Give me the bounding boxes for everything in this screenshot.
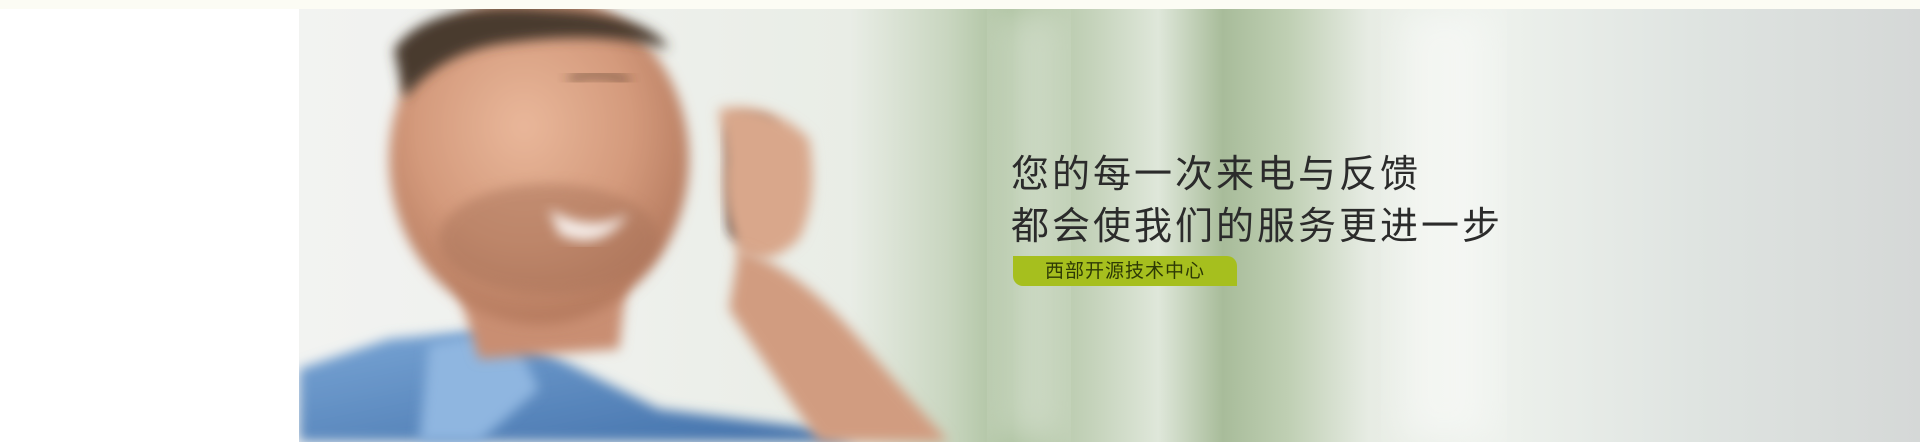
headline-line-2: 都会使我们的服务更进一步 bbox=[1011, 204, 1504, 248]
banner-headline: 您的每一次来电与反馈 都会使我们的服务更进一步 bbox=[1011, 148, 1503, 252]
top-strip bbox=[0, 0, 1920, 9]
headline-line-1: 您的每一次来电与反馈 bbox=[1011, 152, 1422, 196]
hero-banner bbox=[299, 9, 1920, 442]
organization-badge: 西部开源技术中心 bbox=[1013, 256, 1237, 286]
man-on-phone-photo bbox=[299, 9, 1489, 442]
